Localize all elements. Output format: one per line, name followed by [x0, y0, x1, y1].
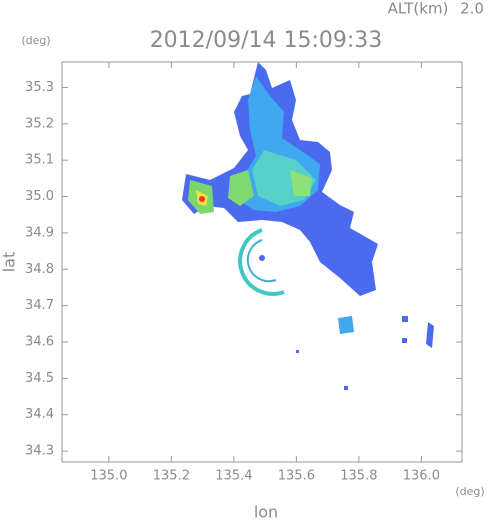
x-tick-label: 135.0	[90, 469, 127, 484]
y-unit: (deg)	[21, 34, 50, 47]
x-tick-label: 135.2	[153, 469, 190, 484]
y-tick-label: 34.9	[25, 225, 54, 240]
y-tick-label: 34.3	[25, 444, 54, 459]
x-tick-label: 135.4	[215, 469, 252, 484]
y-tick-label: 34.6	[25, 335, 54, 350]
y-tick-label: 35.2	[25, 116, 54, 131]
plot-frame	[61, 61, 463, 463]
y-tick-label: 34.5	[25, 371, 54, 386]
altitude-value: 2.0	[460, 0, 484, 18]
x-tick-label: 135.8	[340, 469, 377, 484]
y-tick-label: 35.3	[25, 80, 54, 95]
y-tick-label: 35.0	[25, 189, 54, 204]
radar-echo	[182, 62, 434, 390]
x-tick-label: 136.0	[403, 469, 440, 484]
altitude-label: ALT(km)	[388, 0, 449, 18]
y-tick-label: 34.8	[25, 262, 54, 277]
x-tick-label: 135.6	[278, 469, 315, 484]
x-unit: (deg)	[455, 485, 484, 498]
x-axis-label: lon	[254, 503, 278, 521]
y-axis-label: lat	[0, 252, 19, 273]
y-tick-label: 35.1	[25, 153, 54, 168]
y-tick-label: 34.4	[25, 407, 54, 422]
chart-title: 2012/09/14 15:09:33	[150, 28, 383, 53]
y-tick-label: 34.7	[25, 298, 54, 313]
